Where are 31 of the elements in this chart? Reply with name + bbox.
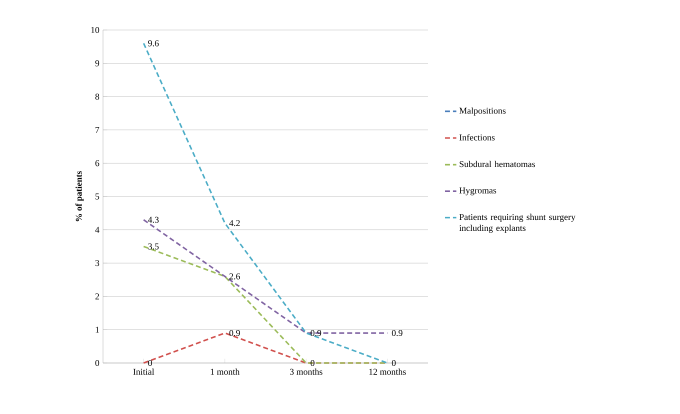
data-label: 0.9 (310, 330, 322, 336)
y-tick-label: 1 (96, 326, 99, 333)
data-label: 0.9 (392, 330, 402, 336)
y-tick-label: 4 (95, 226, 100, 233)
y-tick-label: 6 (95, 160, 100, 166)
y-tick-label: 0 (95, 360, 100, 366)
data-label: 0.9 (229, 330, 240, 336)
y-tick-label: 8 (95, 94, 100, 100)
y-tick-label: 3 (95, 260, 100, 266)
legend-label: Hygromas (459, 187, 496, 196)
legend-label: Infections (459, 134, 495, 140)
y-tick-label: 5 (96, 194, 100, 200)
x-tick-label: 12 months (369, 368, 406, 375)
data-label: 4.3 (148, 216, 159, 223)
data-label: 3.5 (148, 243, 159, 250)
legend-label: Malpositions (459, 107, 506, 116)
data-label: 9.6 (148, 40, 159, 46)
y-tick-label: 7 (96, 126, 100, 133)
data-label: 0 (148, 360, 152, 366)
y-tick-label: 2 (95, 293, 99, 300)
x-tick-label: 3 months (290, 368, 322, 375)
legend-label: Patients requiring shunt surgery including explants (459, 214, 576, 233)
data-label: 2.6 (229, 273, 240, 280)
y-tick-label: 10 (91, 26, 100, 34)
x-tick-label: Initial (133, 368, 154, 375)
data-label: 0 (392, 360, 396, 366)
data-label: 4.2 (229, 220, 240, 226)
x-tick-label: 1 month (210, 368, 240, 375)
y-tick-label: 9 (95, 60, 100, 66)
legend-label: Subdural hematomas (460, 160, 535, 168)
y-axis-title: % of patients (75, 171, 84, 222)
